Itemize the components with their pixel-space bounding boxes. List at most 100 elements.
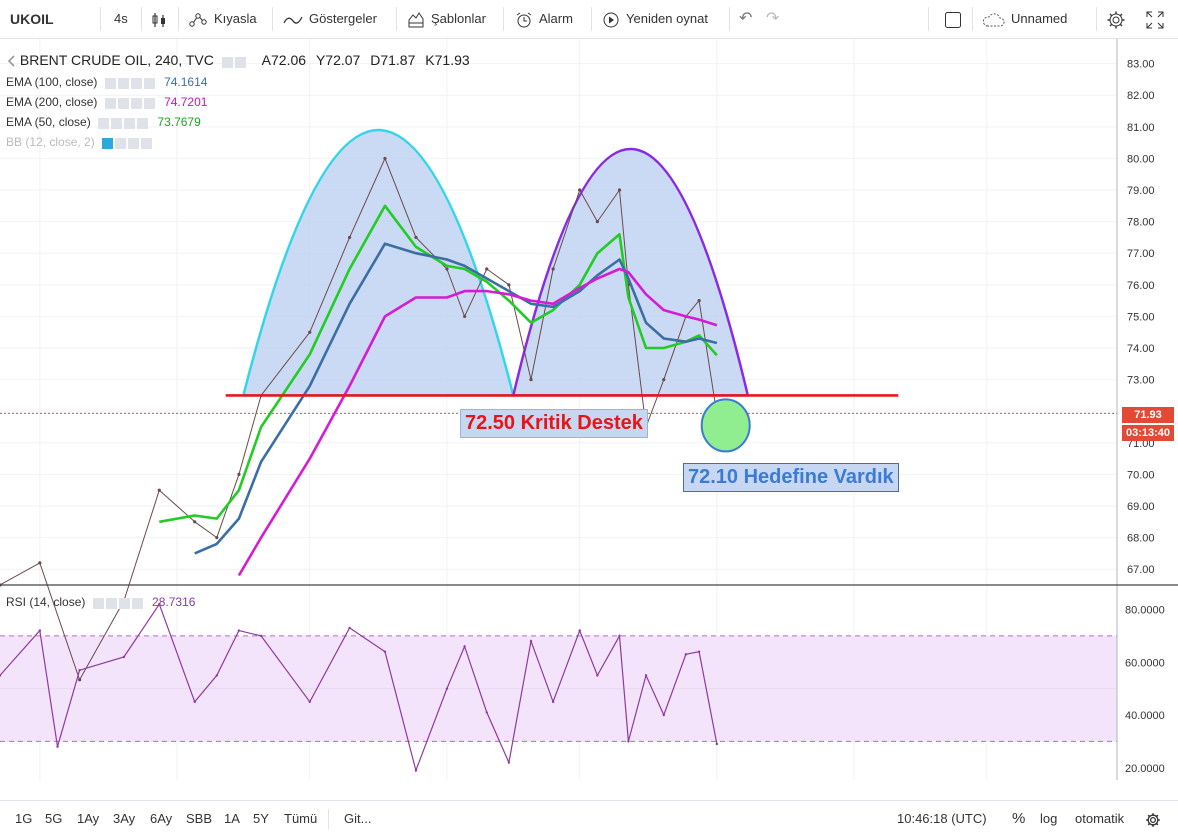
- rsi-point: [122, 655, 126, 659]
- fullscreen-button[interactable]: [1146, 0, 1164, 38]
- auto-scale-toggle[interactable]: otomatik: [1075, 811, 1125, 826]
- undo-icon[interactable]: ↶: [739, 10, 753, 27]
- rsi-point: [507, 761, 511, 764]
- gear-icon: [1146, 812, 1160, 827]
- ohlc-high-label: Y: [315, 52, 326, 68]
- chart-area[interactable]: 67.0068.0069.0070.0071.0072.0073.0074.00…: [0, 39, 1178, 780]
- indicators-button[interactable]: Göstergeler: [283, 0, 377, 38]
- ema50-label: EMA (50, close): [6, 115, 91, 129]
- ema50-buttons[interactable]: [98, 116, 150, 130]
- log-toggle[interactable]: log: [1040, 811, 1058, 826]
- rsi-point: [551, 700, 555, 704]
- ema200-buttons[interactable]: [104, 96, 157, 110]
- rsi-point: [78, 668, 81, 672]
- compare-label: Kıyasla: [214, 11, 257, 26]
- series-title: BRENT CRUDE OIL, 240, TVC: [19, 52, 214, 68]
- ema100-label: EMA (100, close): [6, 75, 98, 89]
- rsi-point: [697, 650, 701, 653]
- rsi-point: [463, 645, 466, 648]
- toolbar-divider: [928, 7, 929, 31]
- target-circle[interactable]: [700, 398, 751, 453]
- goto-date-button[interactable]: Git...: [344, 811, 372, 826]
- alarm-button[interactable]: Alarm: [515, 0, 573, 38]
- interval-button[interactable]: 4s: [114, 11, 128, 26]
- left-cup-arc[interactable]: [241, 129, 515, 397]
- ema200-legend: EMA (200, close) 74.7201: [6, 95, 207, 110]
- rsi-point: [308, 700, 311, 704]
- price-axis-tick: 78.00: [1127, 217, 1155, 229]
- rsi-buttons[interactable]: [92, 596, 145, 610]
- templates-label: Şablonlar: [431, 11, 486, 26]
- rsi-point: [414, 769, 418, 772]
- clock-display[interactable]: 10:46:18 (UTC): [897, 811, 987, 826]
- range-button[interactable]: 1G: [15, 811, 33, 826]
- toolbar-divider: [141, 7, 142, 31]
- ohlc-low: 71.87: [380, 52, 416, 68]
- rsi-point: [0, 674, 2, 677]
- price-chart[interactable]: 67.0068.0069.0070.0071.0072.0073.0074.00…: [0, 39, 1178, 780]
- price-point: [308, 330, 312, 334]
- right-cup-arc[interactable]: [511, 147, 750, 397]
- range-button[interactable]: 1Ay: [77, 811, 100, 826]
- range-button[interactable]: 5Y: [253, 811, 269, 826]
- range-button[interactable]: Tümü: [284, 811, 318, 826]
- rsi-axis-tick: 80.0000: [1125, 604, 1165, 616]
- bb-label: BB (12, close, 2): [6, 135, 95, 149]
- toolbar-divider: [328, 809, 329, 829]
- compare-icon: [189, 12, 207, 27]
- ema100-buttons[interactable]: [104, 76, 157, 90]
- price-point: [617, 188, 622, 192]
- price-line: [0, 157, 718, 681]
- layout-name-button[interactable]: Unnamed: [981, 0, 1067, 38]
- chart-style-button[interactable]: [150, 0, 174, 38]
- compare-button[interactable]: Kıyasla: [188, 0, 257, 38]
- target-annotation[interactable]: 72.10 Hedefine Vardık: [683, 463, 899, 492]
- fullscreen-select-button[interactable]: [944, 0, 962, 38]
- toolbar-divider: [591, 7, 592, 31]
- price-point: [215, 536, 219, 540]
- collapse-icon[interactable]: [6, 55, 16, 67]
- templates-button[interactable]: Şablonlar: [407, 0, 486, 38]
- series-legend: BRENT CRUDE OIL, 240, TVC A72.06 Y72.07 …: [6, 52, 470, 69]
- toolbar-divider: [972, 7, 973, 31]
- rsi-point: [56, 745, 59, 748]
- indicators-label: Göstergeler: [309, 11, 377, 26]
- ema50-value: 73.7679: [157, 115, 201, 129]
- ema100-legend: EMA (100, close) 74.1614: [6, 75, 207, 90]
- price-point: [485, 267, 489, 271]
- toolbar-divider: [100, 7, 101, 31]
- rsi-point: [193, 700, 196, 704]
- range-button[interactable]: 1A: [224, 811, 240, 826]
- rsi-point: [684, 653, 688, 656]
- symbol-search[interactable]: UKOIL: [10, 11, 54, 27]
- rsi-point: [662, 713, 665, 717]
- range-button[interactable]: 3Ay: [113, 811, 136, 826]
- bottom-settings-button[interactable]: [1145, 801, 1161, 838]
- bb-buttons[interactable]: [102, 136, 154, 150]
- range-button[interactable]: SBB: [186, 811, 213, 826]
- price-axis-tick: 75.00: [1127, 311, 1155, 323]
- indicators-icon: [283, 16, 303, 24]
- toolbar-divider: [729, 7, 730, 31]
- ema100-line: [194, 242, 718, 555]
- rsi-point: [578, 629, 581, 632]
- redo-icon[interactable]: ↷: [766, 10, 780, 27]
- ema50-legend: EMA (50, close) 73.7679: [6, 115, 201, 130]
- bb-legend: BB (12, close, 2): [6, 135, 158, 150]
- price-axis-tick: 80.00: [1127, 153, 1155, 165]
- price-axis-tick: 82.00: [1127, 90, 1155, 102]
- rsi-point: [348, 626, 351, 630]
- support-annotation[interactable]: 72.50 Kritik Destek: [460, 409, 648, 438]
- settings-button[interactable]: [1106, 0, 1126, 38]
- rsi-point: [237, 629, 241, 632]
- series-buttons[interactable]: [221, 53, 248, 69]
- range-button[interactable]: 6Ay: [150, 811, 173, 826]
- top-toolbar: UKOIL 4s Kıyasla Göstergeler Şablonlar A…: [0, 0, 1178, 39]
- range-button[interactable]: 5G: [45, 811, 63, 826]
- toolbar-divider: [503, 7, 504, 31]
- price-point: [414, 235, 418, 240]
- candles-icon: [152, 12, 165, 27]
- price-point: [595, 220, 599, 224]
- replay-button[interactable]: Yeniden oynat: [602, 0, 708, 38]
- percent-toggle[interactable]: %: [1012, 810, 1026, 827]
